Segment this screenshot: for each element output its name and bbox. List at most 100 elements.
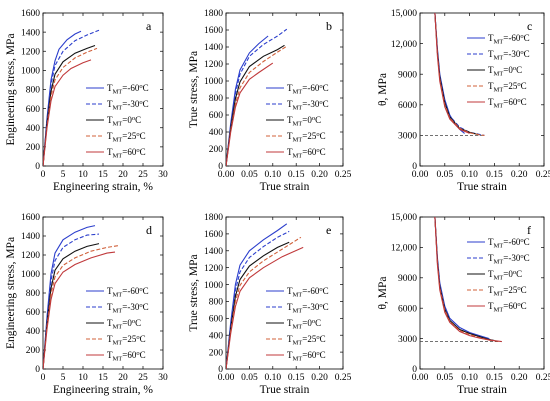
x-tick-label: 0.00: [412, 373, 429, 383]
panel-letter: e: [326, 223, 331, 237]
series-group: [434, 13, 485, 136]
y-tick-label: 15,000: [391, 9, 417, 19]
series-group: [434, 217, 502, 343]
series-line-5: [226, 246, 304, 369]
x-tick-label: 0.05: [241, 170, 258, 180]
x-tick-label: 0.00: [218, 170, 235, 180]
x-tick-label: 0.20: [511, 170, 528, 180]
y-tick-label: 1400: [21, 28, 40, 38]
y-tick-label: 800: [26, 86, 41, 96]
legend-label-4: TMT=25oC: [287, 334, 326, 347]
y-tick-label: 200: [26, 143, 41, 153]
y-tick-label: 1800: [204, 9, 223, 19]
legend-label-5: TMT=60oC: [107, 147, 146, 160]
legend-label-2: TMT=-30oC: [107, 302, 149, 315]
y-tick-label: 6000: [398, 304, 417, 314]
legend-label-1: TMT=-60oC: [488, 237, 530, 250]
legend: TMT=-60oC TMT=-30oC TMT=0oC TMT=25oC TMT=60o…: [266, 83, 329, 160]
y-tick-label: 600: [209, 315, 224, 325]
y-tick-label: 200: [209, 145, 224, 155]
x-tick-label: 0.15: [486, 170, 503, 180]
x-tick-label: 0: [41, 170, 46, 180]
x-tick-label: 0.00: [218, 373, 235, 383]
y-tick-label: 0: [35, 365, 40, 375]
x-tick-label: 25: [138, 170, 148, 180]
legend-label-3: TMT=0oC: [488, 269, 522, 282]
y-tick-label: 600: [26, 308, 41, 318]
x-tick-label: 10: [78, 170, 88, 180]
series-line-4: [43, 47, 98, 166]
x-tick-label: 30: [158, 373, 168, 383]
x-axis-label: True strain: [260, 181, 310, 193]
y-axis-label: True stress, MPa: [188, 51, 200, 128]
series-line-5: [434, 217, 502, 343]
x-tick-label: 0.20: [311, 373, 328, 383]
series-line-5: [43, 59, 92, 166]
y-tick-label: 1000: [21, 67, 40, 77]
series-line-3: [43, 243, 100, 369]
x-tick-label: 30: [158, 170, 168, 180]
x-tick-label: 0.10: [461, 373, 478, 383]
y-tick-label: 1600: [21, 213, 40, 223]
x-tick-label: 0.15: [288, 170, 305, 180]
y-tick-label: 400: [26, 124, 41, 134]
legend-label-2: TMT=-30oC: [488, 49, 530, 62]
y-tick-label: 400: [26, 327, 41, 337]
x-tick-label: 0.15: [486, 373, 503, 383]
plot-frame: [225, 12, 344, 167]
y-tick-label: 1400: [204, 43, 223, 53]
y-tick-label: 600: [26, 105, 41, 115]
y-tick-label: 1600: [21, 9, 40, 19]
series-line-1: [43, 225, 96, 369]
legend-label-2: TMT=-30oC: [107, 99, 149, 112]
y-tick-label: 6000: [398, 101, 417, 111]
y-tick-label: 12,000: [391, 40, 417, 50]
x-tick-label: 5: [61, 373, 66, 383]
y-tick-label: 0: [412, 162, 417, 172]
series-group: [226, 28, 288, 166]
series-line-2: [434, 217, 495, 342]
legend-label-3: TMT=0oC: [287, 115, 321, 128]
series-line-1: [43, 30, 82, 166]
x-tick-label: 25: [138, 373, 148, 383]
legend-label-5: TMT=60oC: [488, 97, 527, 110]
x-tick-label: 0.10: [264, 170, 281, 180]
panel-letter: d: [146, 223, 152, 237]
panel-f: 0.00 0.05 0.10 0.15 0.20 0.25 0 3000 6000 9000 12,…: [377, 213, 550, 396]
x-tick-label: 0.25: [536, 373, 550, 383]
series-line-2: [226, 230, 290, 369]
series-line-3: [434, 13, 480, 136]
panel-letter: c: [527, 19, 532, 33]
panel-letter: f: [527, 223, 531, 237]
legend-label-2: TMT=-30oC: [287, 99, 329, 112]
y-tick-label: 1200: [21, 251, 40, 261]
series-line-2: [43, 29, 100, 166]
x-tick-label: 0.20: [511, 373, 528, 383]
y-tick-label: 800: [209, 298, 224, 308]
y-axis-label: θ, MPa: [377, 73, 389, 106]
legend-label-3: TMT=0oC: [287, 318, 321, 331]
y-axis-label: Engineering stress, MPa: [5, 237, 17, 349]
y-tick-label: 15,000: [391, 213, 417, 223]
series-group: [43, 225, 120, 369]
legend-label-4: TMT=25oC: [488, 81, 527, 94]
y-tick-label: 12,000: [391, 244, 417, 254]
y-tick-label: 800: [209, 94, 224, 104]
legend-label-4: TMT=25oC: [488, 285, 527, 298]
series-line-3: [434, 217, 495, 342]
series-line-4: [434, 217, 500, 343]
panel-c: 0.00 0.05 0.10 0.15 0.20 0.25 0 3000 6000 9000 12,…: [377, 9, 550, 193]
x-axis-label: True strain: [260, 384, 310, 396]
y-tick-label: 9000: [398, 70, 417, 80]
series-line-4: [434, 13, 485, 136]
series-line-2: [434, 13, 485, 136]
legend-label-1: TMT=-60oC: [287, 286, 329, 299]
legend-label-1: TMT=-60oC: [107, 286, 149, 299]
x-tick-label: 0.25: [335, 373, 352, 383]
y-tick-label: 1000: [204, 281, 223, 291]
legend-label-4: TMT=25oC: [287, 131, 326, 144]
y-tick-label: 1600: [204, 230, 223, 240]
x-tick-label: 0.10: [264, 373, 281, 383]
x-tick-label: 0: [41, 373, 46, 383]
